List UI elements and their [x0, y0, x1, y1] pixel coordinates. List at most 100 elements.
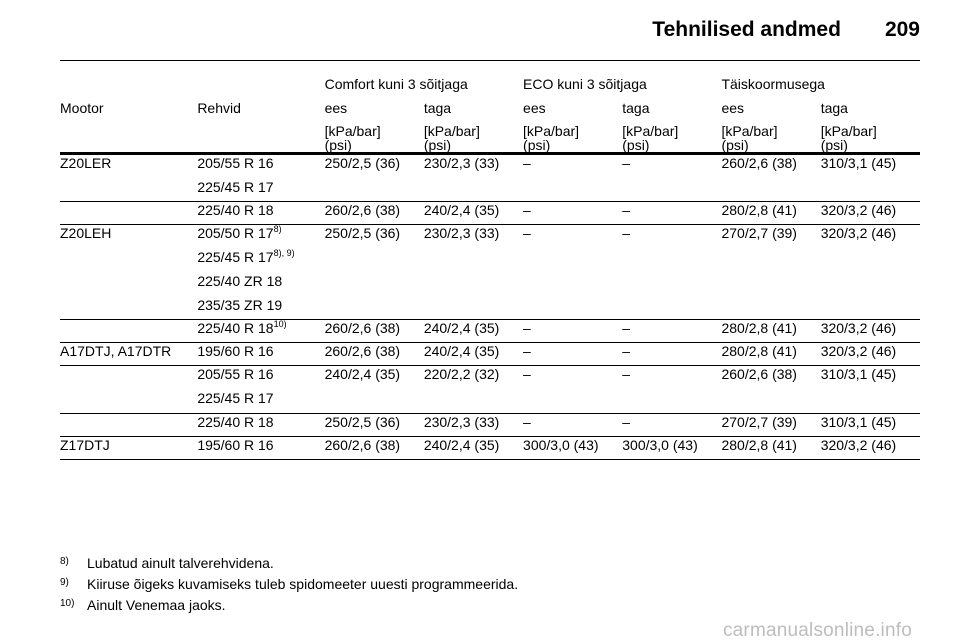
pressure-value: –	[523, 366, 531, 383]
footnote-ref: 8), 9)	[273, 248, 295, 259]
pressure-value: 270/2,7 (39)	[721, 413, 797, 430]
group-header-eco: ECO kuni 3 sõitjaga	[523, 76, 647, 92]
motor-cell: Z20LEH	[60, 225, 112, 242]
tyre-size: 225/40 R 1810)	[197, 319, 287, 337]
table-row: 225/40 R 18 260/2,6 (38) 240/2,4 (35) – – 280…	[60, 202, 920, 225]
column-header-tyre: Rehvid	[197, 100, 241, 116]
tire-pressure-table: Comfort kuni 3 sõitjaga ECO kuni 3 sõitj…	[60, 76, 920, 460]
sub-header: taga	[423, 100, 452, 116]
table-header: Comfort kuni 3 sõitjaga ECO kuni 3 sõitj…	[60, 76, 920, 154]
pressure-value: 270/2,7 (39)	[721, 225, 797, 242]
sub-header: ees	[324, 100, 348, 116]
pressure-value: 230/2,3 (33)	[423, 155, 500, 171]
pressure-value: –	[622, 320, 631, 337]
unit-header: [kPa/bar] (psi)	[622, 123, 679, 153]
sub-header: ees	[721, 100, 745, 116]
tyre-cell: 195/60 R 16	[197, 436, 324, 459]
sub-header: ees	[523, 100, 546, 116]
page-title: Tehnilised andmed	[652, 18, 841, 41]
group-header-comfort: Comfort kuni 3 sõitjaga	[324, 76, 468, 92]
unit-header-row: [kPa/bar] (psi) [kPa/bar] (psi) [kPa/bar](…	[60, 124, 920, 154]
pressure-value: 250/2,5 (36)	[324, 155, 401, 171]
pressure-value: 320/3,2 (46)	[820, 343, 897, 360]
pressure-value: 300/3,0 (43)	[622, 436, 698, 453]
footnote-text: Kiiruse õigeks kuvamiseks tuleb spidomee…	[87, 576, 519, 592]
table-row: Z17DTJ 195/60 R 16 260/2,6 (38) 240/2,4 (35…	[60, 436, 920, 460]
tyre-size: 205/55 R 16	[197, 366, 274, 383]
motor-cell	[60, 366, 197, 413]
tyre-size: 195/60 R 16	[197, 343, 274, 360]
pressure-value: 320/3,2 (46)	[820, 202, 897, 219]
footnote-text: Ainult Venemaa jaoks.	[87, 597, 226, 613]
pressure-value: –	[523, 155, 531, 171]
pressure-value: –	[523, 413, 531, 430]
footnotes: 8) Lubatud ainult talverehvidena. 9) Kii…	[60, 554, 518, 617]
pressure-value: –	[523, 320, 531, 337]
pressure-value: –	[622, 366, 631, 383]
tyre-cell: 225/40 R 18	[197, 202, 324, 225]
motor-cell: Z20LER	[60, 155, 112, 171]
footnote-ref: 8)	[273, 224, 282, 235]
footnote-number: 9)	[60, 577, 69, 588]
pressure-value: 320/3,2 (46)	[820, 436, 897, 453]
pressure-value: 230/2,3 (33)	[423, 225, 500, 242]
tyre-cell: 195/60 R 16	[197, 343, 324, 366]
footnote: 9) Kiiruse õigeks kuvamiseks tuleb spido…	[60, 575, 518, 596]
tyre-cell: 205/55 R 16 225/45 R 17	[197, 366, 324, 413]
footnote-number: 8)	[60, 556, 69, 567]
tyre-size: 225/40 R 18	[197, 413, 274, 430]
pressure-value: 250/2,5 (36)	[324, 225, 401, 242]
pressure-value: 240/2,4 (35)	[423, 343, 500, 360]
tyre-size: 225/40 ZR 18	[197, 273, 283, 290]
column-header-motor: Mootor	[60, 100, 104, 116]
tyre-cell: 205/50 R 178) 225/45 R 178), 9) 225/40 ZR …	[197, 225, 324, 320]
footnote-ref: 10)	[273, 319, 287, 330]
table-row: Z20LEH 205/50 R 178) 225/45 R 178), 9) 225/…	[60, 225, 920, 320]
table-body: Z20LER 205/55 R 16 225/45 R 17 250/2,5 (36)…	[60, 154, 920, 460]
tyre-cell: 225/40 R 18	[197, 413, 324, 436]
pressure-value: –	[523, 343, 531, 360]
footnote-number: 10)	[60, 598, 75, 609]
tyre-size: 195/60 R 16	[197, 436, 274, 453]
pressure-value: –	[523, 225, 531, 242]
tyre-size: 225/45 R 178), 9)	[197, 248, 295, 266]
pressure-value: 310/3,1 (45)	[820, 366, 897, 383]
motor-cell	[60, 320, 197, 343]
pressure-value: 310/3,1 (45)	[820, 413, 897, 430]
footnote-text: Lubatud ainult talverehvidena.	[87, 555, 274, 571]
pressure-value: 240/2,4 (35)	[423, 436, 500, 453]
table-row: 225/40 R 18 250/2,5 (36) 230/2,3 (33) – – 270…	[60, 413, 920, 437]
tyre-size: 205/55 R 16	[197, 155, 274, 171]
watermark: carmanualsonline.info	[722, 620, 912, 641]
pressure-value: 320/3,2 (46)	[820, 320, 897, 337]
pressure-value: –	[523, 202, 531, 219]
pressure-value: 240/2,4 (35)	[324, 366, 401, 383]
tyre-size: 225/40 R 18	[197, 202, 274, 219]
tyre-cell: 225/40 R 1810)	[197, 320, 324, 343]
table-row: Z20LER 205/55 R 16 225/45 R 17 250/2,5 (36)…	[60, 154, 920, 202]
pressure-value: 310/3,1 (45)	[820, 155, 897, 171]
pressure-value: 260/2,6 (38)	[721, 155, 797, 171]
pressure-value: 250/2,5 (36)	[324, 413, 401, 430]
page-number: 209	[884, 18, 920, 41]
tyre-cell: 205/55 R 16 225/45 R 17	[197, 154, 324, 202]
pressure-value: 260/2,6 (38)	[324, 202, 401, 219]
pressure-value: –	[622, 413, 631, 430]
pressure-value: –	[622, 155, 631, 171]
pressure-value: –	[622, 202, 631, 219]
pressure-value: 320/3,2 (46)	[820, 225, 897, 242]
unit-header: [kPa/bar] (psi)	[721, 123, 778, 153]
tyre-size: 235/35 ZR 19	[197, 297, 283, 314]
group-header-full-load: Täiskoormusega	[721, 76, 825, 92]
motor-cell	[60, 413, 197, 436]
pressure-value: 280/2,8 (41)	[721, 436, 797, 453]
table-row: 205/55 R 16 225/45 R 17 240/2,4 (35) 220/2,…	[60, 366, 920, 414]
sub-header: taga	[820, 100, 848, 116]
footnote: 10) Ainult Venemaa jaoks.	[60, 596, 518, 617]
unit-header: [kPa/bar] (psi)	[423, 123, 480, 153]
pressure-value: –	[622, 225, 631, 242]
sub-header: taga	[622, 100, 650, 116]
tyre-size: 225/45 R 17	[197, 390, 274, 407]
pressure-value: 240/2,4 (35)	[423, 320, 500, 337]
footnote: 8) Lubatud ainult talverehvidena.	[60, 554, 518, 575]
